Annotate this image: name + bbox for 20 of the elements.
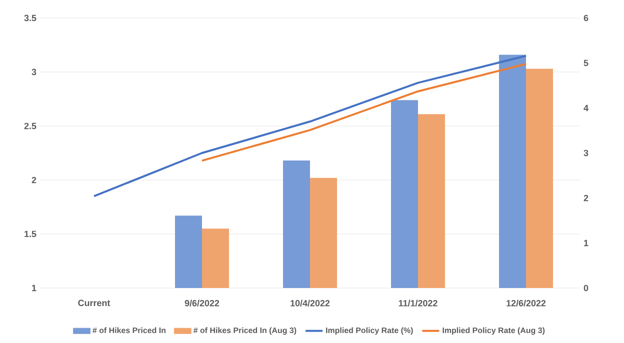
y-tick-label: 2 <box>32 176 36 184</box>
y-tick-label: 1.5 <box>24 230 36 238</box>
y2-tick-label: 5 <box>584 60 588 66</box>
y2-tick-label: 3 <box>584 150 588 156</box>
y2-tick-label: 1 <box>584 240 588 246</box>
x-tick-label: 12/6/2022 <box>506 300 546 306</box>
x-tick-label: 9/6/2022 <box>184 300 220 306</box>
y2-tick-label: 6 <box>584 14 588 22</box>
y2-tick-label: 4 <box>584 104 588 112</box>
y2-tick-label: 2 <box>584 194 588 202</box>
y-tick-label: 2.5 <box>24 122 36 130</box>
line-series <box>93 54 528 198</box>
y-tick-label: 3 <box>32 68 36 76</box>
x-tick-label: Current <box>78 300 110 306</box>
x-tick-label: 10/4/2022 <box>290 300 330 306</box>
x-tick-label: 11/1/2022 <box>398 300 438 306</box>
y-tick-label: 1 <box>32 284 36 292</box>
y2-tick-label: 0 <box>584 284 588 292</box>
line-series <box>201 62 528 162</box>
y-tick-label: 3.5 <box>24 14 36 22</box>
